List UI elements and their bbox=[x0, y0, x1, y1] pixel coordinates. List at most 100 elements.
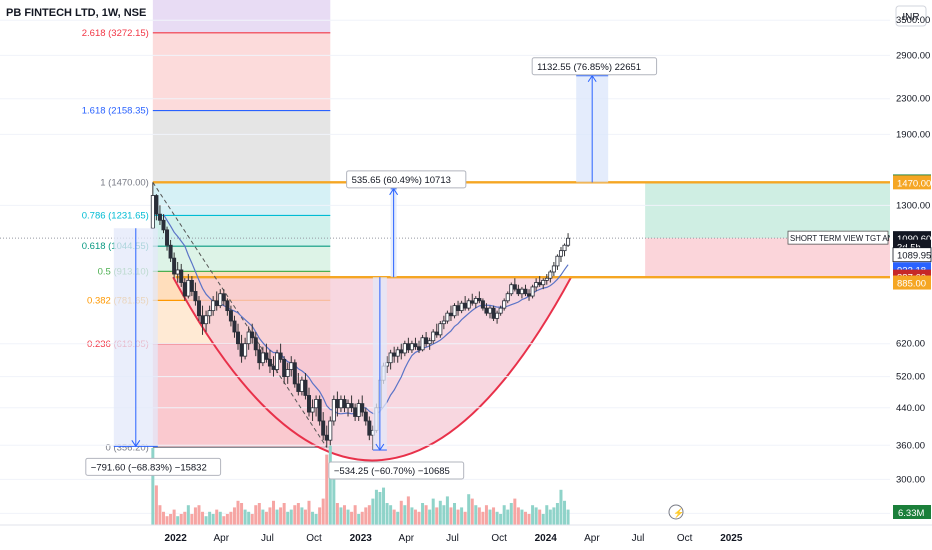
measure-label-box bbox=[85, 457, 222, 476]
volume-bar bbox=[353, 505, 357, 525]
candle-body bbox=[473, 298, 478, 304]
volume-bar bbox=[520, 509, 524, 525]
annotation-box bbox=[787, 230, 889, 245]
volume-bar bbox=[552, 507, 556, 525]
candle-body bbox=[452, 305, 457, 317]
candle-body bbox=[285, 369, 290, 377]
time-axis-tick: Jul bbox=[632, 533, 645, 544]
price-axis-tick: 520.00 bbox=[896, 372, 925, 383]
candle-body bbox=[232, 320, 237, 333]
candle-body bbox=[264, 352, 269, 360]
annotation-text: SHORT TERM VIEW TGT AND SL. bbox=[790, 234, 913, 243]
fib-level-label: 0.786 (1231.65) bbox=[82, 210, 149, 221]
candle-body bbox=[487, 307, 492, 314]
price-axis-tick: 300.00 bbox=[896, 474, 925, 485]
volume-bar bbox=[374, 489, 378, 525]
candle-body bbox=[253, 337, 258, 351]
volume-bar bbox=[492, 507, 496, 525]
price-axis-tick: 1900.00 bbox=[896, 129, 930, 140]
volume-label-box bbox=[893, 505, 931, 519]
volume-bar bbox=[555, 503, 559, 525]
candle-body bbox=[541, 279, 546, 286]
candle-body bbox=[221, 293, 226, 302]
candle-body bbox=[260, 352, 265, 364]
price-axis-label: 1090.60 bbox=[897, 234, 931, 245]
time-axis-tick: Apr bbox=[584, 533, 600, 544]
volume-bar bbox=[445, 496, 449, 525]
volume-bar bbox=[399, 500, 403, 525]
fib-zone bbox=[152, 110, 331, 183]
volume-bar bbox=[548, 509, 552, 525]
volume-bar bbox=[158, 505, 162, 525]
candle-body bbox=[353, 407, 358, 417]
time-axis-tick: Jul bbox=[261, 533, 274, 544]
volume-bar bbox=[254, 505, 258, 525]
candle-body bbox=[324, 434, 329, 441]
candle-body bbox=[214, 300, 219, 307]
candle-body bbox=[448, 312, 453, 317]
volume-bar bbox=[318, 507, 322, 525]
volume-bar bbox=[257, 503, 261, 525]
time-axis-tick: Apr bbox=[399, 533, 415, 544]
volume-bar bbox=[303, 509, 307, 525]
fib-level-label: 1.618 (2158.35) bbox=[82, 106, 149, 117]
candle-body bbox=[243, 343, 248, 357]
candle-body bbox=[445, 312, 450, 322]
cup-pattern-curve bbox=[172, 276, 572, 462]
candle-body bbox=[498, 307, 503, 314]
fib-level-label: 0 (356.20) bbox=[106, 442, 149, 453]
candle-body bbox=[406, 343, 411, 351]
candle-body bbox=[519, 288, 524, 295]
volume-bar bbox=[201, 511, 205, 525]
price-axis-label-box bbox=[893, 175, 931, 190]
price-axis-tick: 2900.00 bbox=[896, 50, 930, 61]
volume-bar bbox=[449, 507, 453, 525]
volume-bar bbox=[151, 448, 155, 525]
volume-bar bbox=[364, 507, 368, 525]
volume-bar bbox=[509, 503, 513, 525]
volume-bar bbox=[410, 507, 414, 525]
currency-button[interactable] bbox=[895, 5, 927, 27]
candle-body bbox=[289, 362, 294, 370]
candle-body bbox=[275, 352, 280, 370]
candle-body bbox=[530, 286, 535, 297]
fib-zone-top bbox=[152, 0, 331, 33]
measure-label-box bbox=[531, 57, 658, 76]
price-axis-tick: 360.00 bbox=[896, 440, 925, 451]
time-axis-tick: Oct bbox=[491, 533, 507, 544]
volume-bar bbox=[563, 500, 567, 525]
volume-bar bbox=[566, 509, 570, 525]
volume-bar bbox=[321, 498, 325, 525]
volume-bar bbox=[389, 505, 393, 525]
chart-title: PB FINTECH LTD, 1W, NSE bbox=[6, 7, 146, 19]
volume-bar bbox=[222, 516, 226, 525]
measure-label: −791.60 (−68.83%) −15832 bbox=[91, 462, 207, 473]
candle-body bbox=[566, 237, 571, 246]
candle-body bbox=[512, 284, 517, 290]
candle-body bbox=[225, 300, 230, 312]
volume-bar bbox=[225, 514, 229, 525]
candle-body bbox=[434, 331, 439, 336]
volume-bar bbox=[413, 509, 417, 525]
candle-body bbox=[459, 302, 464, 312]
volume-bar bbox=[335, 503, 339, 525]
volume-bar bbox=[293, 505, 297, 525]
candle-body bbox=[317, 399, 322, 422]
volume-bar bbox=[279, 507, 283, 525]
candle-body bbox=[257, 349, 262, 364]
volume-bar bbox=[516, 507, 520, 525]
time-axis-tick: 2024 bbox=[535, 533, 558, 544]
volume-bar bbox=[325, 454, 329, 525]
volume-bar bbox=[463, 511, 467, 525]
candle-body bbox=[196, 300, 201, 317]
time-axis-background bbox=[0, 525, 932, 550]
stoploss-zone bbox=[645, 238, 890, 278]
lightning-icon[interactable] bbox=[668, 504, 684, 520]
candle-body bbox=[150, 195, 155, 229]
volume-bar bbox=[264, 511, 268, 525]
fib-zone bbox=[152, 215, 331, 247]
candle-body bbox=[509, 284, 514, 295]
volume-bar bbox=[218, 511, 222, 525]
volume-bar bbox=[541, 514, 545, 525]
